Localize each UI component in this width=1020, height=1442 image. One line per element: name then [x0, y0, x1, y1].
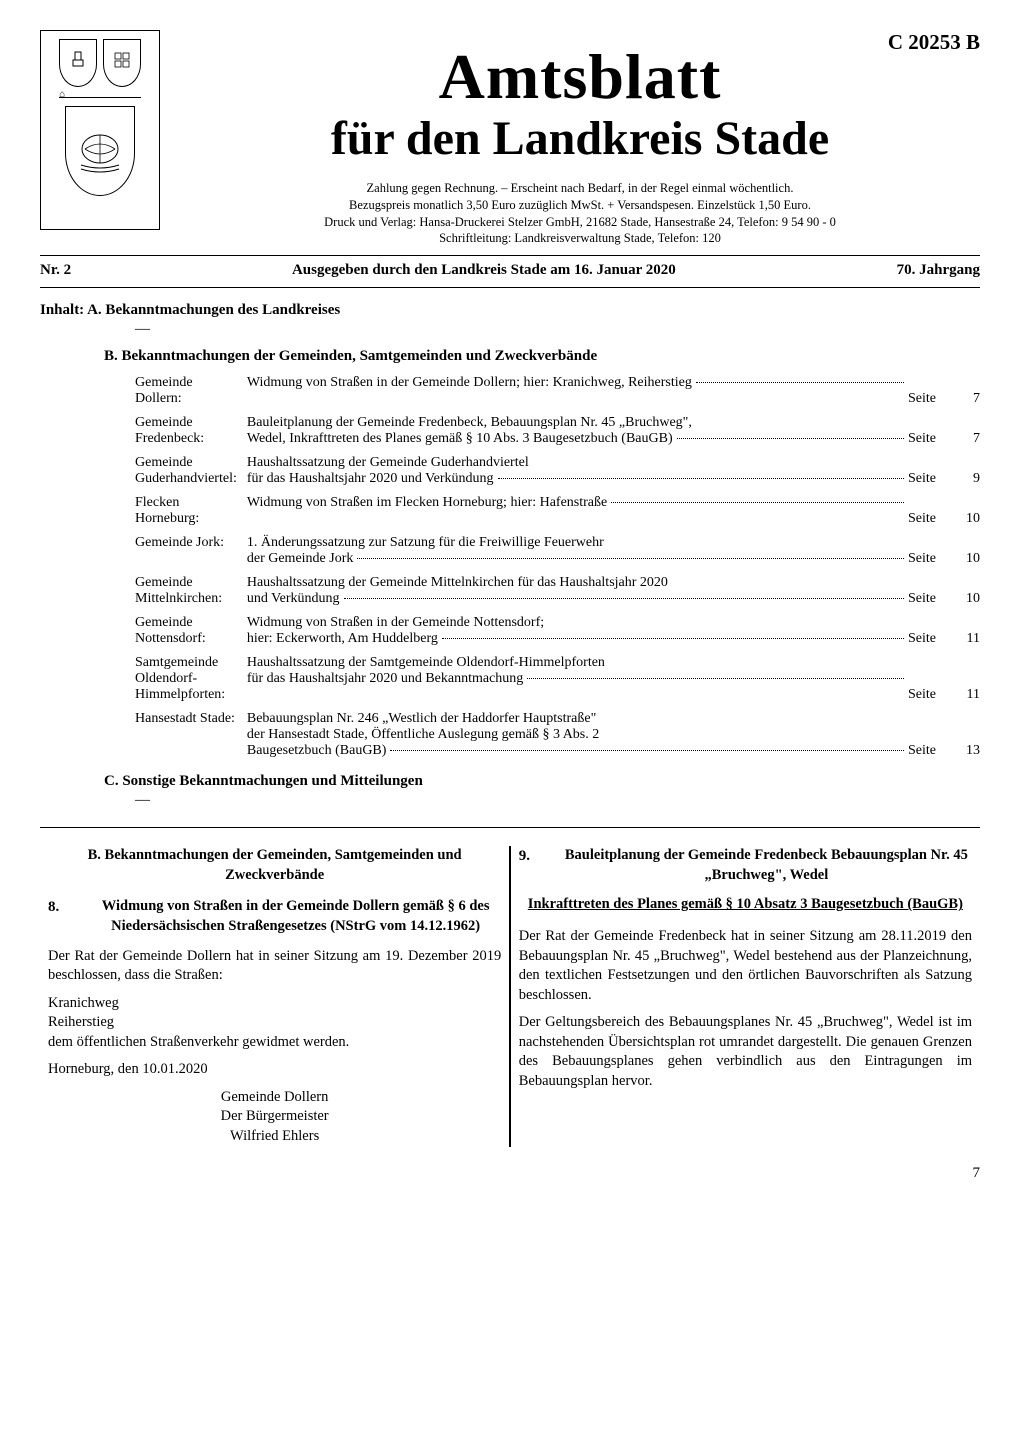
bottom-rule [40, 827, 980, 828]
toc-left-label: Flecken Horneburg: [40, 491, 247, 531]
toc-left-label: Gemeinde Nottensdorf: [40, 611, 247, 651]
sig-line: Wilfried Ehlers [48, 1127, 501, 1147]
divider-icon [59, 97, 141, 98]
item-9-header: 9. Bauleitplanung der Gemeinde Fredenbec… [519, 846, 972, 885]
left-col-heading: B. Bekanntmachungen der Gemeinden, Samtg… [48, 846, 501, 885]
toc-row: Gemeinde Jork:1. Änderungssatzung zur Sa… [40, 531, 980, 571]
pub-info-line: Bezugspreis monatlich 3,50 Euro zuzüglic… [180, 197, 980, 214]
contents-heading-a: Inhalt: A. Bekanntmachungen des Landkrei… [40, 302, 980, 319]
para: Der Geltungsbereich des Bebauungsplanes … [519, 1013, 972, 1091]
rule-bottom [40, 287, 980, 288]
toc-seite-label: Seite [908, 707, 950, 763]
crest-top-shields [59, 39, 141, 87]
toc-entry-text: Bebauungsplan Nr. 246 „Westlich der Hadd… [247, 707, 908, 763]
left-column: B. Bekanntmachungen der Gemeinden, Samtg… [40, 846, 509, 1146]
pub-info-line: Zahlung gegen Rechnung. – Erscheint nach… [180, 180, 980, 197]
dash-a: –– [135, 321, 980, 338]
toc-entry-text: Widmung von Straßen im Flecken Horneburg… [247, 491, 908, 531]
toc-row: Gemeinde Nottensdorf:Widmung von Straßen… [40, 611, 980, 651]
crest-box [40, 30, 160, 230]
toc-row: Gemeinde Fredenbeck:Bauleitplanung der G… [40, 411, 980, 451]
toc-entry-text: Haushaltssatzung der Samtgemeinde Oldend… [247, 651, 908, 707]
issue-jahrgang: 70. Jahrgang [897, 262, 980, 279]
date-line: Horneburg, den 10.01.2020 [48, 1060, 501, 1080]
toc-left-label: Gemeinde Fredenbeck: [40, 411, 247, 451]
toc-page-number: 7 [950, 371, 980, 411]
right-column: 9. Bauleitplanung der Gemeinde Fredenbec… [511, 846, 980, 1146]
item-8-header: 8. Widmung von Straßen in der Gemeinde D… [48, 897, 501, 936]
item-8-number: 8. [48, 897, 72, 936]
toc-entry-text: Haushaltssatzung der Gemeinde Guderhandv… [247, 451, 908, 491]
toc-page-number: 13 [950, 707, 980, 763]
sig-line: Der Bürgermeister [48, 1107, 501, 1127]
toc-table: Gemeinde Dollern:Widmung von Straßen in … [40, 371, 980, 763]
toc-row: Samtgemeinde Oldendorf-Himmelpforten:Hau… [40, 651, 980, 707]
para: Reiherstieg [48, 1013, 501, 1033]
para: dem öffentlichen Straßenverkehr gewidmet… [48, 1033, 501, 1053]
shield-bottom-icon [65, 106, 135, 196]
para: Kranichweg [48, 994, 501, 1014]
signature-block: Gemeinde Dollern Der Bürgermeister Wilfr… [48, 1088, 501, 1147]
toc-row: Gemeinde Mittelnkirchen:Haushaltssatzung… [40, 571, 980, 611]
header-row: C 20253 B Amtsblatt für den Landkreis St… [40, 30, 980, 247]
masthead-title: Amtsblatt [180, 45, 980, 109]
page-number: 7 [40, 1165, 980, 1182]
pub-info-line: Schriftleitung: Landkreisverwaltung Stad… [180, 230, 980, 247]
rule-top [40, 255, 980, 256]
publication-info: Zahlung gegen Rechnung. – Erscheint nach… [180, 180, 980, 248]
toc-row: Gemeinde Guderhandviertel:Haushaltssatzu… [40, 451, 980, 491]
pub-info-line: Druck und Verlag: Hansa-Druckerei Stelze… [180, 214, 980, 231]
toc-page-number: 10 [950, 491, 980, 531]
issue-row: Nr. 2 Ausgegeben durch den Landkreis Sta… [40, 260, 980, 281]
masthead-subtitle: für den Landkreis Stade [180, 113, 980, 166]
sig-line: Gemeinde Dollern [48, 1088, 501, 1108]
toc-left-label: Gemeinde Jork: [40, 531, 247, 571]
para: Der Rat der Gemeinde Fredenbeck hat in s… [519, 927, 972, 1005]
toc-seite-label: Seite [908, 451, 950, 491]
toc-seite-label: Seite [908, 571, 950, 611]
toc-page-number: 7 [950, 411, 980, 451]
toc-left-label: Gemeinde Mittelnkirchen: [40, 571, 247, 611]
toc-seite-label: Seite [908, 531, 950, 571]
shield-right-icon [103, 39, 141, 87]
toc-page-number: 10 [950, 531, 980, 571]
toc-left-label: Gemeinde Guderhandviertel: [40, 451, 247, 491]
toc-page-number: 11 [950, 611, 980, 651]
toc-seite-label: Seite [908, 411, 950, 451]
item-9-title: Bauleitplanung der Gemeinde Fredenbeck B… [561, 846, 972, 885]
toc-row: Gemeinde Dollern:Widmung von Straßen in … [40, 371, 980, 411]
toc-page-number: 9 [950, 451, 980, 491]
issue-date: Ausgegeben durch den Landkreis Stade am … [292, 262, 676, 279]
toc-seite-label: Seite [908, 371, 950, 411]
toc-entry-text: Haushaltssatzung der Gemeinde Mittelnkir… [247, 571, 908, 611]
toc-page-number: 11 [950, 651, 980, 707]
dash-c: –– [135, 792, 980, 809]
toc-page-number: 10 [950, 571, 980, 611]
toc-seite-label: Seite [908, 491, 950, 531]
section-b-heading: B. Bekanntmachungen der Gemeinden, Samtg… [104, 348, 980, 365]
toc-left-label: Hansestadt Stade: [40, 707, 247, 763]
shield-left-icon [59, 39, 97, 87]
toc-left-label: Gemeinde Dollern: [40, 371, 247, 411]
item-9-number: 9. [519, 846, 543, 885]
toc-row: Hansestadt Stade:Bebauungsplan Nr. 246 „… [40, 707, 980, 763]
toc-left-label: Samtgemeinde Oldendorf-Himmelpforten: [40, 651, 247, 707]
toc-entry-text: Widmung von Straßen in der Gemeinde Doll… [247, 371, 908, 411]
body-columns: B. Bekanntmachungen der Gemeinden, Samtg… [40, 846, 980, 1146]
toc-entry-text: Bauleitplanung der Gemeinde Fredenbeck, … [247, 411, 908, 451]
toc-row: Flecken Horneburg:Widmung von Straßen im… [40, 491, 980, 531]
title-block: C 20253 B Amtsblatt für den Landkreis St… [180, 30, 980, 247]
toc-entry-text: Widmung von Straßen in der Gemeinde Nott… [247, 611, 908, 651]
toc-seite-label: Seite [908, 611, 950, 651]
section-c-heading: C. Sonstige Bekanntmachungen und Mitteil… [104, 773, 980, 790]
issue-number: Nr. 2 [40, 262, 71, 279]
para: Der Rat der Gemeinde Dollern hat in sein… [48, 947, 501, 986]
item-8-title: Widmung von Straßen in der Gemeinde Doll… [90, 897, 501, 936]
right-sub-heading: Inkrafttreten des Planes gemäß § 10 Absa… [519, 895, 972, 915]
toc-seite-label: Seite [908, 651, 950, 707]
toc-entry-text: 1. Änderungssatzung zur Satzung für die … [247, 531, 908, 571]
